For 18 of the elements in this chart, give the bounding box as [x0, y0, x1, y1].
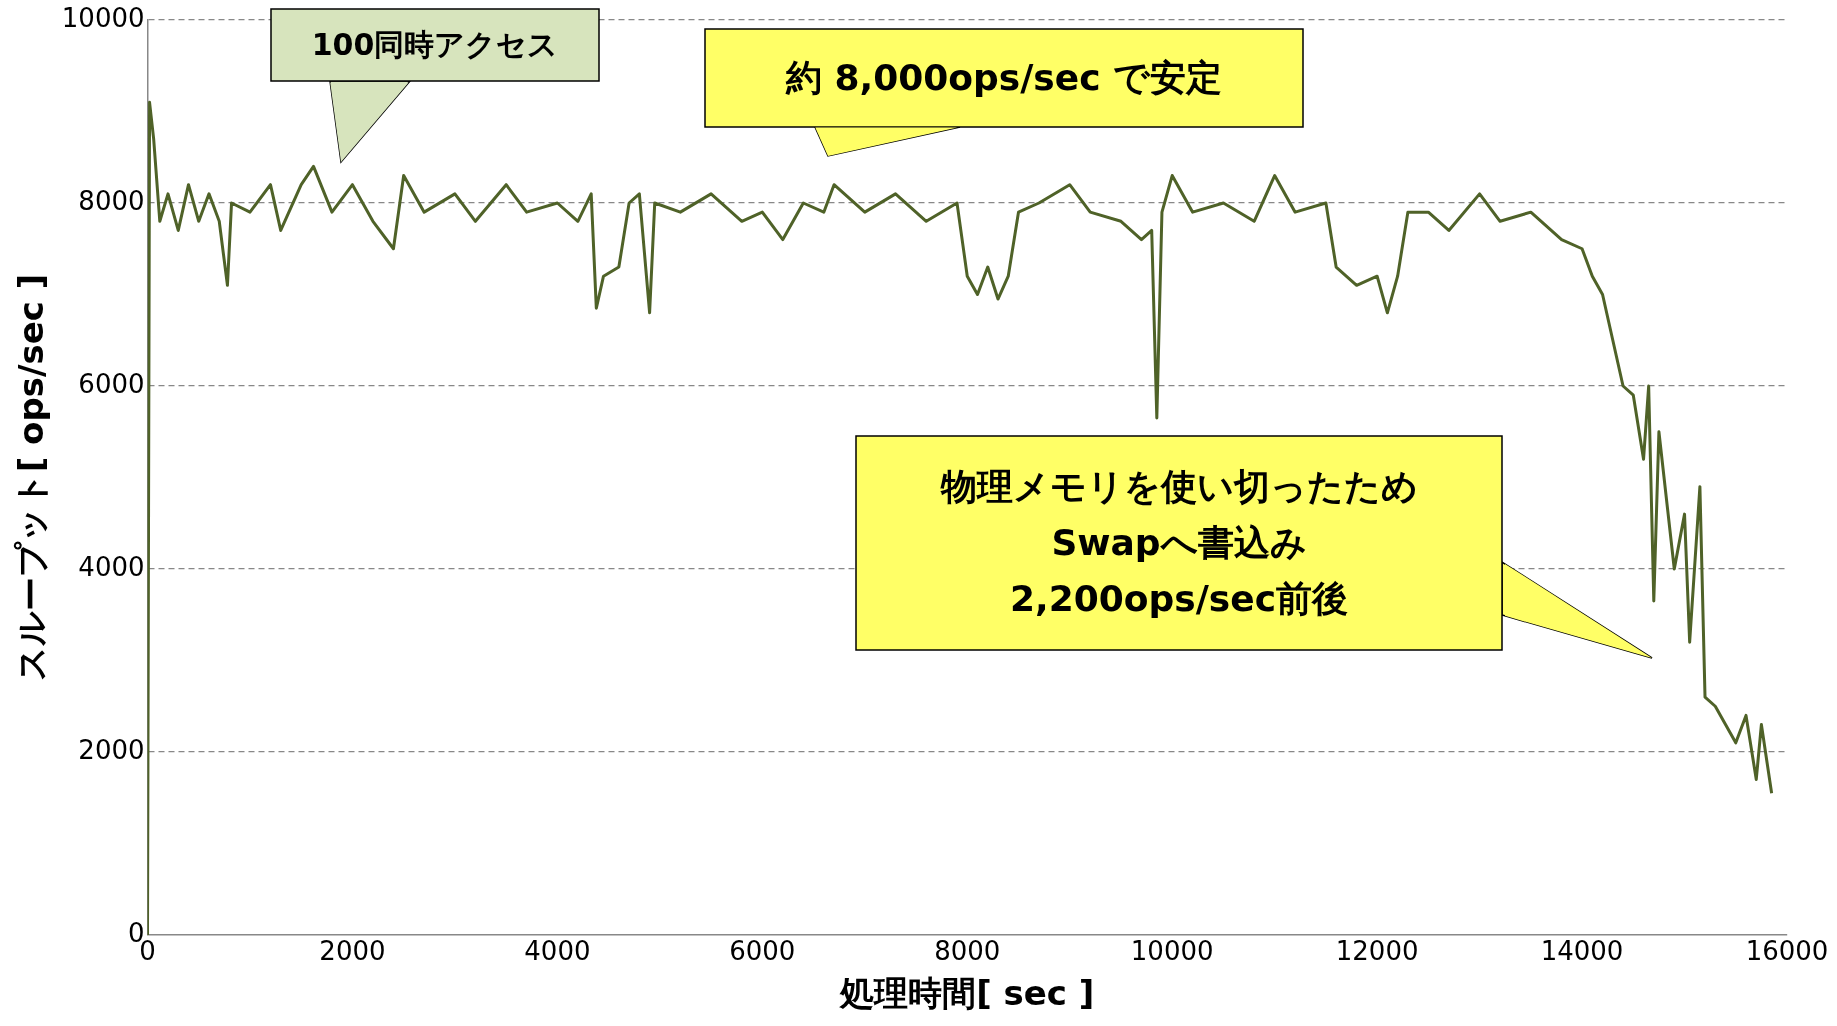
annotation: 100同時アクセス [271, 9, 599, 81]
x-tick-label: 2000 [319, 936, 386, 967]
y-tick-label: 8000 [78, 185, 145, 216]
annotation: 物理メモリを使い切ったため Swapへ書込み 2,200ops/sec前後 [856, 436, 1502, 650]
x-tick-label: 10000 [1130, 936, 1214, 967]
y-axis-title: スループット[ ops/sec ] [11, 273, 52, 682]
y-tick-label: 2000 [78, 734, 145, 765]
x-tick-label: 16000 [1745, 936, 1829, 967]
x-axis-title: 処理時間[ sec ] [839, 973, 1095, 1014]
x-tick-label: 4000 [524, 936, 591, 967]
x-tick-label: 8000 [934, 936, 1001, 967]
x-tick-label: 6000 [729, 936, 796, 967]
y-tick-label: 4000 [78, 551, 145, 582]
annotation: 約 8,000ops/sec で安定 [705, 29, 1303, 127]
x-tick-label: 12000 [1335, 936, 1419, 967]
x-tick-label: 14000 [1540, 936, 1624, 967]
y-tick-label: 10000 [61, 2, 145, 33]
y-tick-label: 6000 [78, 368, 145, 399]
